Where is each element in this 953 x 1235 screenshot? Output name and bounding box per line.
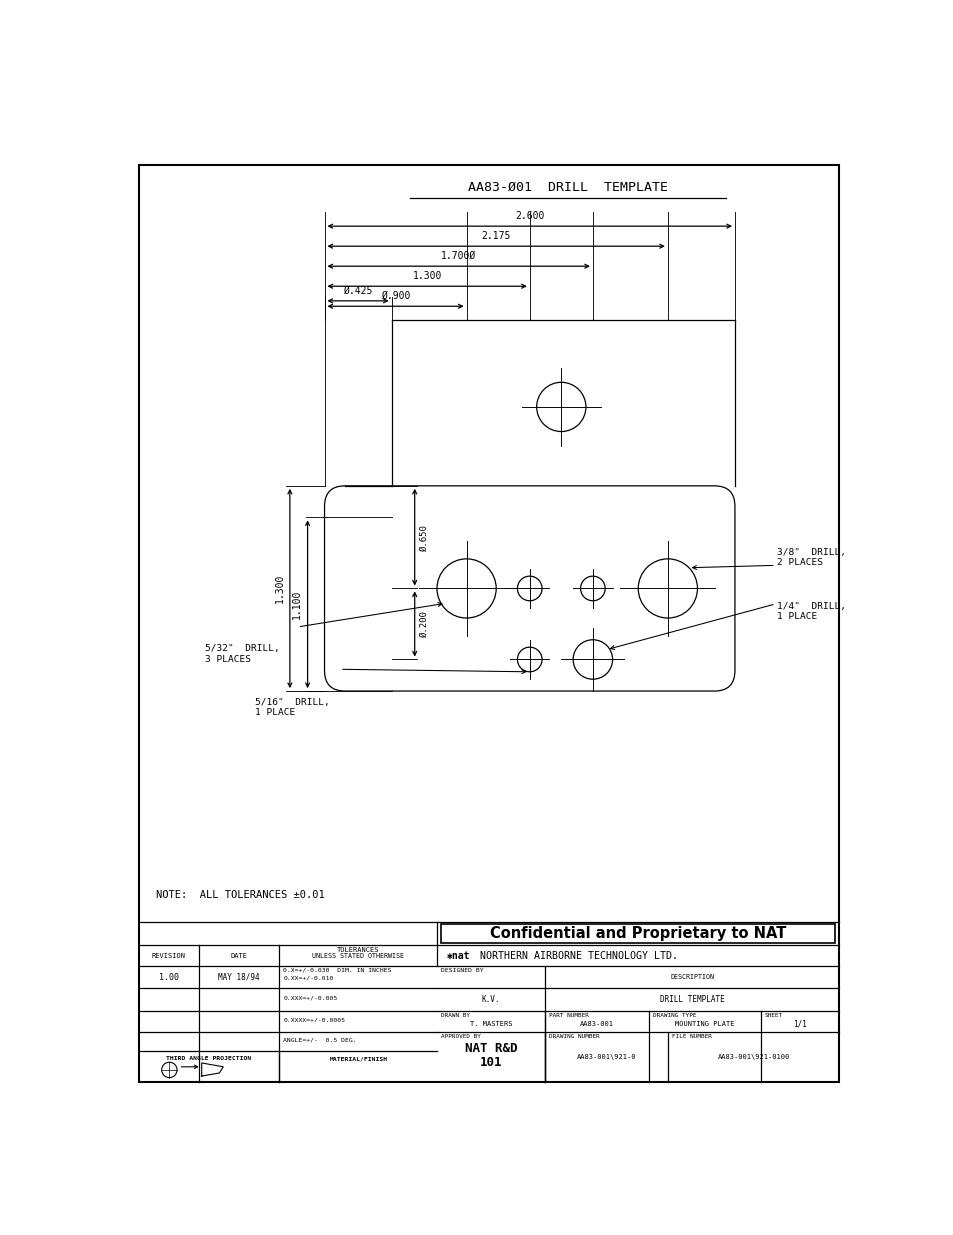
Text: 1.00: 1.00	[158, 973, 178, 982]
Text: PART NUMBER: PART NUMBER	[548, 1013, 588, 1018]
Text: Ø.200: Ø.200	[419, 610, 429, 637]
Text: 1/1: 1/1	[792, 1020, 806, 1029]
Text: NOTE:  ALL TOLERANCES ±0.01: NOTE: ALL TOLERANCES ±0.01	[156, 890, 325, 900]
Text: 1.700Ø: 1.700Ø	[440, 251, 476, 261]
Text: ✱nat: ✱nat	[446, 951, 470, 961]
Text: 1.300: 1.300	[274, 574, 284, 603]
Text: Ø.650: Ø.650	[419, 524, 429, 551]
Text: NORTHERN AIRBORNE TECHNOLOGY LTD.: NORTHERN AIRBORNE TECHNOLOGY LTD.	[479, 951, 677, 961]
Text: AA83-001\921-0100: AA83-001\921-0100	[717, 1055, 789, 1060]
Text: T. MASTERS: T. MASTERS	[470, 1021, 512, 1028]
Text: 5/32"  DRILL,
3 PLACES: 5/32" DRILL, 3 PLACES	[205, 645, 279, 663]
Text: DESIGNED BY: DESIGNED BY	[440, 968, 483, 973]
Text: MAY 18/94: MAY 18/94	[218, 973, 259, 982]
Text: SHEET: SHEET	[763, 1013, 781, 1018]
Text: 1/4"  DRILL,
1 PLACE: 1/4" DRILL, 1 PLACE	[777, 601, 845, 621]
Text: DRILL TEMPLATE: DRILL TEMPLATE	[659, 995, 724, 1004]
Text: NAT R&D
101: NAT R&D 101	[464, 1042, 517, 1070]
Text: REVISION: REVISION	[152, 952, 186, 958]
Text: MOUNTING PLATE: MOUNTING PLATE	[675, 1021, 734, 1028]
Text: 2.175: 2.175	[481, 231, 511, 241]
Text: TOLERANCES: TOLERANCES	[336, 947, 379, 953]
Text: DRAWN BY: DRAWN BY	[440, 1013, 470, 1018]
Text: DATE: DATE	[231, 952, 247, 958]
Text: THIRD ANGLE PROJECTION: THIRD ANGLE PROJECTION	[166, 1056, 252, 1061]
Text: MATERIAL/FINISH: MATERIAL/FINISH	[329, 1056, 387, 1061]
Text: Ø.900: Ø.900	[380, 291, 410, 301]
Text: DRAWING TYPE: DRAWING TYPE	[652, 1013, 696, 1018]
Text: 1.100: 1.100	[292, 589, 302, 619]
Text: DRAWING NUMBER: DRAWING NUMBER	[548, 1035, 599, 1040]
Text: Ø.425: Ø.425	[343, 285, 373, 295]
Text: 1.300: 1.300	[412, 270, 441, 280]
Text: K.V.: K.V.	[481, 995, 500, 1004]
Text: AA83-001: AA83-001	[579, 1021, 614, 1028]
Text: UNLESS STATED OTHERWISE: UNLESS STATED OTHERWISE	[312, 952, 404, 958]
Text: FILE NUMBER: FILE NUMBER	[672, 1035, 711, 1040]
Text: AA83-Ø01  DRILL  TEMPLATE: AA83-Ø01 DRILL TEMPLATE	[468, 182, 667, 194]
Text: 2.600: 2.600	[515, 211, 544, 221]
Text: AA83-001\921-0: AA83-001\921-0	[577, 1055, 636, 1060]
Text: 0.XXX=+/-0.005: 0.XXX=+/-0.005	[283, 995, 337, 1000]
Text: ANGLE=+/-  0.5 DEG.: ANGLE=+/- 0.5 DEG.	[283, 1037, 356, 1042]
Text: 0.XXXX=+/-0.0005: 0.XXXX=+/-0.0005	[283, 1018, 345, 1023]
Bar	[440, 924, 835, 944]
Text: Confidential and Proprietary to NAT: Confidential and Proprietary to NAT	[490, 926, 785, 941]
Text: APPROVED BY: APPROVED BY	[440, 1035, 480, 1040]
Text: 5/16"  DRILL,
1 PLACE: 5/16" DRILL, 1 PLACE	[255, 698, 330, 718]
Text: 0.XX=+/-0.010: 0.XX=+/-0.010	[283, 976, 334, 981]
Text: DESCRIPTION: DESCRIPTION	[670, 974, 714, 981]
Text: 0.X=+/-0.030  DIM. IN INCHES: 0.X=+/-0.030 DIM. IN INCHES	[283, 968, 392, 973]
Text: 3/8"  DRILL,
2 PLACES: 3/8" DRILL, 2 PLACES	[777, 548, 845, 567]
